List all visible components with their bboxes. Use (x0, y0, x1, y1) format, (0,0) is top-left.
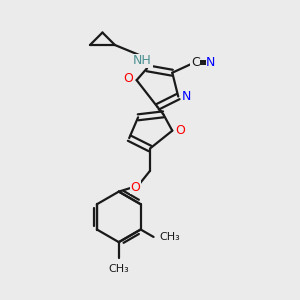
Text: O: O (176, 124, 185, 137)
Text: C: C (191, 56, 200, 69)
Text: N: N (181, 90, 191, 103)
Text: NH: NH (133, 54, 152, 67)
Text: O: O (130, 181, 140, 194)
Text: CH₃: CH₃ (108, 264, 129, 274)
Text: N: N (206, 56, 216, 69)
Text: O: O (123, 72, 133, 85)
Text: CH₃: CH₃ (159, 232, 180, 242)
